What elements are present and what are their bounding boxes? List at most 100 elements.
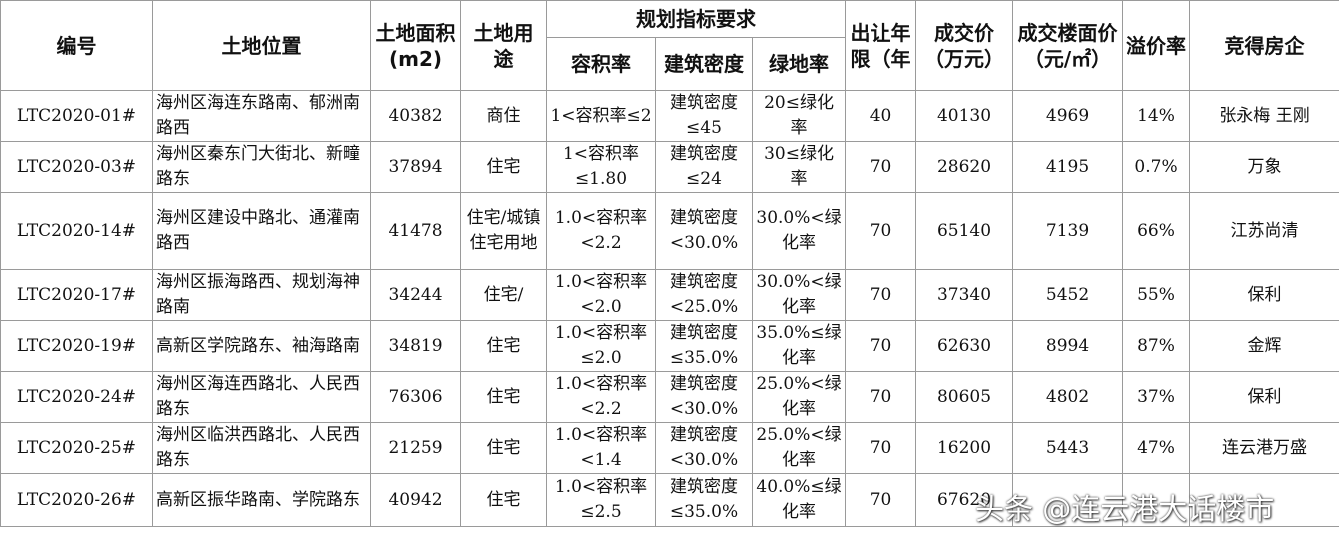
table-cell: LTC2020-03#	[0, 141, 153, 193]
table-cell: 0.7%	[1122, 141, 1191, 193]
table-cell: 40942	[370, 473, 461, 527]
table-cell: 1<容积率≤2	[546, 90, 656, 142]
table-cell: 37%	[1122, 371, 1191, 423]
sub-header-cell: 建筑密度	[655, 37, 753, 91]
table-cell: 海州区振海路西、规划海神路南	[152, 269, 371, 321]
table-cell: 55%	[1122, 269, 1191, 321]
table-cell: 30.0%<绿化率	[751, 192, 847, 270]
table-cell: 1.0<容积率<1.4	[546, 422, 656, 474]
table-cell: 41478	[370, 192, 461, 270]
table-cell: 万象	[1189, 141, 1339, 193]
table-row: LTC2020-03# 海州区秦东门大街北、新疃路东 37894 住宅 1<容积率≤1.…	[0, 141, 1339, 193]
table-cell: 5443	[1012, 422, 1124, 474]
table-cell: LTC2020-17#	[0, 269, 153, 321]
table-cell: 1.0<容积率<2.0	[546, 269, 656, 321]
table-cell: 建筑密度≤45	[655, 90, 753, 142]
table-cell	[1122, 473, 1191, 527]
table-cell: 65140	[915, 192, 1014, 270]
table-cell: 江苏尚清	[1189, 192, 1339, 270]
table-cell: 21259	[370, 422, 461, 474]
header-cell: 土地面积(m2)	[370, 0, 461, 91]
header-cell: 成交楼面价（元/㎡）	[1012, 0, 1124, 91]
table-cell: 住宅	[460, 422, 547, 474]
table-cell: 海州区海连东路南、郁洲南路西	[152, 90, 371, 142]
table-cell: 37340	[915, 269, 1014, 321]
table-cell: 14%	[1122, 90, 1191, 142]
table-cell: 海州区建设中路北、通灌南路西	[152, 192, 371, 270]
sub-header-cell: 容积率	[546, 37, 656, 91]
table-cell: 80605	[915, 371, 1014, 423]
table-cell: 70	[845, 141, 917, 193]
table-row: LTC2020-26# 高新区振华路南、学院路东 40942 住宅 1.0<容积率≤2.…	[0, 473, 1339, 527]
table-cell: 金辉	[1189, 320, 1339, 372]
header-cell: 出让年限（年	[845, 0, 917, 91]
table-cell: 30≤绿化率	[751, 141, 847, 193]
table-cell: 70	[845, 371, 917, 423]
table-cell: 16200	[915, 422, 1014, 474]
table-cell: 70	[845, 473, 917, 527]
table-cell: LTC2020-26#	[0, 473, 153, 527]
table-cell: 保利	[1189, 269, 1339, 321]
table-cell: 保利	[1189, 371, 1339, 423]
table-cell: 高新区学院路东、袖海路南	[152, 320, 371, 372]
land-table: 编号 土地位置 土地面积(m2) 土地用途 规划指标要求 出让年限（年 成交价（…	[0, 0, 1339, 527]
table-cell: 建筑密度<30.0%	[655, 422, 753, 474]
table-cell	[1012, 473, 1124, 527]
table-cell: 住宅/	[460, 269, 547, 321]
table-cell: 87%	[1122, 320, 1191, 372]
table-cell: 34244	[370, 269, 461, 321]
header-cell: 土地位置	[152, 0, 371, 91]
table-cell: 20≤绿化率	[751, 90, 847, 142]
table-cell: 62630	[915, 320, 1014, 372]
table-cell: 28620	[915, 141, 1014, 193]
table-cell: LTC2020-19#	[0, 320, 153, 372]
table-cell: 8994	[1012, 320, 1124, 372]
table-cell: LTC2020-25#	[0, 422, 153, 474]
table-cell	[1189, 473, 1339, 527]
sub-header-cell: 绿地率	[751, 37, 847, 91]
table-row: LTC2020-24# 海州区海连西路北、人民西路东 76306 住宅 1.0<容积率<…	[0, 371, 1339, 423]
table-cell: 4969	[1012, 90, 1124, 142]
table-cell: 住宅	[460, 371, 547, 423]
header-cell: 竞得房企	[1189, 0, 1339, 91]
table-cell: 25.0%<绿化率	[751, 371, 847, 423]
header-cell: 溢价率	[1122, 0, 1191, 91]
table-cell: 1.0<容积率<2.2	[546, 371, 656, 423]
table-cell: 连云港万盛	[1189, 422, 1339, 474]
table-cell: 25.0%<绿化率	[751, 422, 847, 474]
table-row: LTC2020-17# 海州区振海路西、规划海神路南 34244 住宅/1.0<容积率…	[0, 269, 1339, 321]
table-cell: 5452	[1012, 269, 1124, 321]
table-cell: 海州区秦东门大街北、新疃路东	[152, 141, 371, 193]
table-cell: 70	[845, 269, 917, 321]
table-cell: 34819	[370, 320, 461, 372]
table-cell: LTC2020-14#	[0, 192, 153, 270]
table-row: LTC2020-14# 海州区建设中路北、通灌南路西 41478 住宅/城镇住宅用地 1…	[0, 192, 1339, 270]
table-row: LTC2020-01# 海州区海连东路南、郁洲南路西 40382 商住 1<容积率≤2 建…	[0, 90, 1339, 142]
table-body: LTC2020-01# 海州区海连东路南、郁洲南路西 40382 商住 1<容积率≤2 建…	[0, 90, 1339, 527]
table-cell: 35.0%≤绿化率	[751, 320, 847, 372]
table-cell: LTC2020-01#	[0, 90, 153, 142]
table-cell: 47%	[1122, 422, 1191, 474]
table-cell: 建筑密度≤24	[655, 141, 753, 193]
table-cell: 37894	[370, 141, 461, 193]
table-cell: 建筑密度<25.0%	[655, 269, 753, 321]
table-cell: 7139	[1012, 192, 1124, 270]
table-cell: 4802	[1012, 371, 1124, 423]
header-cell: 土地用途	[460, 0, 547, 91]
table-cell: 1.0<容积率≤2.0	[546, 320, 656, 372]
table-cell: 1.0<容积率≤2.5	[546, 473, 656, 527]
watermark: 头条 @连云港大话楼市	[975, 492, 1275, 526]
header-cell: 规划指标要求	[545, 0, 847, 38]
table-cell: 建筑密度<30.0%	[655, 192, 753, 270]
table-cell: 40	[845, 90, 917, 142]
table-cell: 海州区临洪西路北、人民西路东	[152, 422, 371, 474]
table-cell: 住宅/城镇住宅用地	[460, 192, 547, 270]
table-cell: 住宅	[460, 141, 547, 193]
table-cell: 67620	[915, 473, 1014, 527]
table-cell: 40130	[915, 90, 1014, 142]
table-cell: 1.0<容积率<2.2	[546, 192, 656, 270]
table-cell: 40382	[370, 90, 461, 142]
table-cell: 张永梅 王刚	[1189, 90, 1339, 142]
table-cell: 1<容积率≤1.80	[546, 141, 656, 193]
